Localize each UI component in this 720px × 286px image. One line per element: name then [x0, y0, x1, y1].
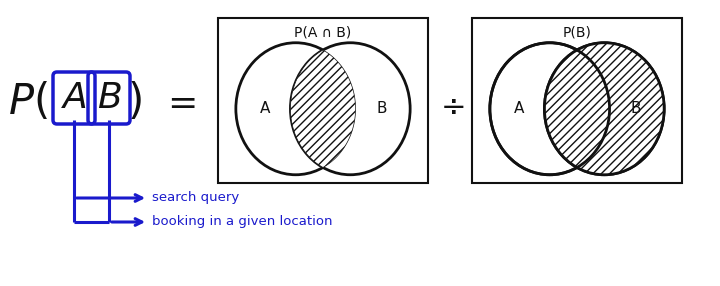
Text: booking in a given location: booking in a given location — [152, 215, 333, 229]
Text: $B$: $B$ — [96, 81, 121, 115]
Text: P(B): P(B) — [562, 25, 591, 39]
Polygon shape — [290, 50, 356, 167]
Text: $A$: $A$ — [61, 81, 87, 115]
Text: A: A — [259, 101, 270, 116]
Bar — [472, 18, 682, 183]
Text: $\div$: $\div$ — [440, 90, 464, 120]
Text: A: A — [513, 101, 523, 116]
Text: search query: search query — [152, 192, 239, 204]
Text: B: B — [630, 101, 641, 116]
Ellipse shape — [544, 43, 664, 175]
Text: B: B — [376, 101, 387, 116]
Text: $)$: $)$ — [127, 81, 142, 123]
Text: $P($: $P($ — [8, 81, 48, 123]
Bar — [218, 18, 428, 183]
Ellipse shape — [544, 43, 664, 175]
Text: $=$: $=$ — [161, 85, 196, 119]
Ellipse shape — [490, 43, 610, 175]
Text: P(A ∩ B): P(A ∩ B) — [294, 25, 351, 39]
Ellipse shape — [290, 43, 410, 175]
Ellipse shape — [236, 43, 356, 175]
